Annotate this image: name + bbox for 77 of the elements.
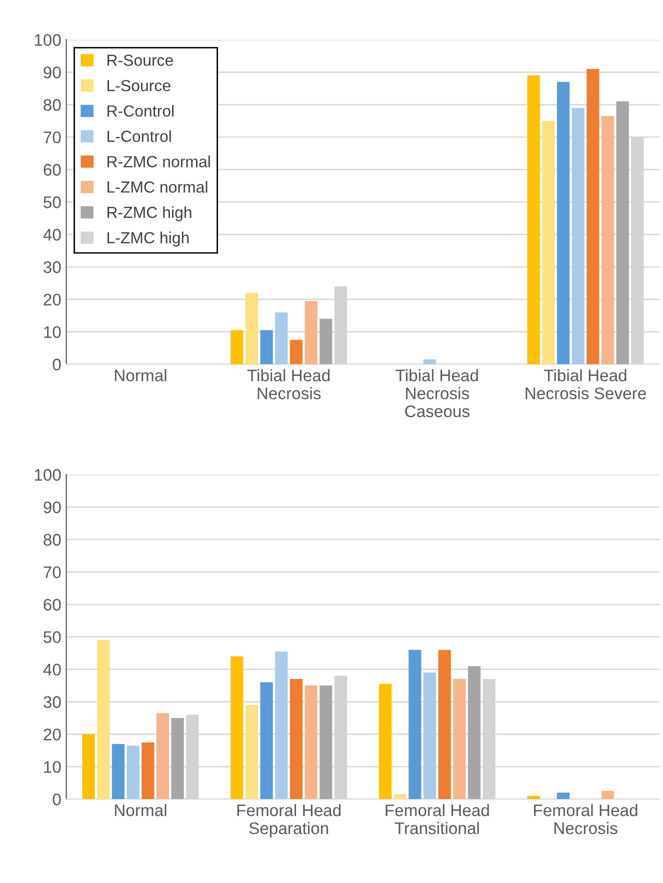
y-tick-label: 60 <box>44 598 61 611</box>
bar <box>601 116 614 364</box>
y-tick-label: 20 <box>44 294 61 306</box>
bar <box>438 650 451 800</box>
legend-label: L-ZMC normal <box>108 180 208 193</box>
bar <box>126 746 140 800</box>
bar <box>230 330 244 364</box>
y-tick-label: 10 <box>44 761 61 773</box>
legend-label: L-ZMC high <box>108 232 189 247</box>
legend-label: R-Source <box>108 54 173 66</box>
y-tick-label: 100 <box>34 34 61 46</box>
bar <box>290 679 303 800</box>
y-tick-label: 0 <box>52 794 61 806</box>
legend-label: R-Control <box>108 104 174 117</box>
bar <box>97 640 110 800</box>
x-tick-label: Normal <box>114 369 166 382</box>
bar <box>586 68 600 364</box>
y-tick-label: 40 <box>43 228 61 241</box>
y-tick-label: 70 <box>44 566 61 578</box>
y-tick-label: 50 <box>44 631 61 644</box>
y-tick-label: 80 <box>44 99 61 111</box>
y-tick-label: 30 <box>44 261 61 274</box>
bar <box>290 340 303 364</box>
y-tick-label: 60 <box>44 164 61 176</box>
bar <box>394 794 406 800</box>
y-tick-label: 90 <box>44 66 61 78</box>
legend-label: R-ZMC high <box>108 206 192 222</box>
bar <box>378 684 392 800</box>
bar <box>408 650 422 800</box>
y-tick-label: 90 <box>44 501 61 514</box>
bar <box>260 330 273 364</box>
bar <box>275 312 288 364</box>
bar <box>423 359 436 364</box>
bar <box>556 792 570 800</box>
bar <box>275 651 288 800</box>
bar <box>556 82 570 364</box>
bar <box>616 101 629 364</box>
y-tick-label: 0 <box>52 358 61 370</box>
x-tick-label: Femoral Head Necrosis <box>534 804 638 834</box>
y-tick-label: 50 <box>44 196 61 208</box>
bar <box>320 686 332 800</box>
x-tick-label: Femoral Head Transitional <box>386 804 489 834</box>
bar <box>245 705 258 800</box>
bar <box>542 120 555 364</box>
bar <box>423 672 436 800</box>
bar <box>320 318 332 364</box>
x-tick-label: Normal <box>114 804 166 816</box>
bar <box>468 666 481 800</box>
bar <box>156 713 170 800</box>
bar <box>453 679 466 800</box>
y-tick-label: 40 <box>43 664 61 676</box>
bar <box>230 656 244 800</box>
y-tick-label: 30 <box>44 696 61 708</box>
x-tick-label: Tibial Head Necrosis Caseous <box>396 369 478 418</box>
y-tick-label: 80 <box>44 534 61 546</box>
y-tick-label: 100 <box>34 469 61 481</box>
bar <box>245 292 258 364</box>
legend-label: R-ZMC normal <box>108 156 210 168</box>
x-tick-label: Femoral Head Separation <box>237 804 341 838</box>
bar <box>171 718 184 800</box>
bar <box>527 75 540 364</box>
y-tick-label: 10 <box>44 326 61 338</box>
y-tick-label: 70 <box>44 131 61 144</box>
legend-label: L-Control <box>108 130 171 142</box>
bar <box>142 742 154 800</box>
x-tick-label: Tibial Head Necrosis <box>247 369 330 400</box>
bar <box>527 796 540 800</box>
bar <box>260 682 273 800</box>
bar <box>601 791 614 800</box>
bar <box>304 300 318 364</box>
bar <box>82 734 95 800</box>
x-tick-label: Tibial Head Necrosis Severe <box>526 369 646 400</box>
legend-label: L-Source <box>108 80 170 92</box>
bar <box>112 744 125 800</box>
y-tick-label: 20 <box>44 728 61 740</box>
bar <box>572 108 584 364</box>
bar <box>304 686 318 800</box>
